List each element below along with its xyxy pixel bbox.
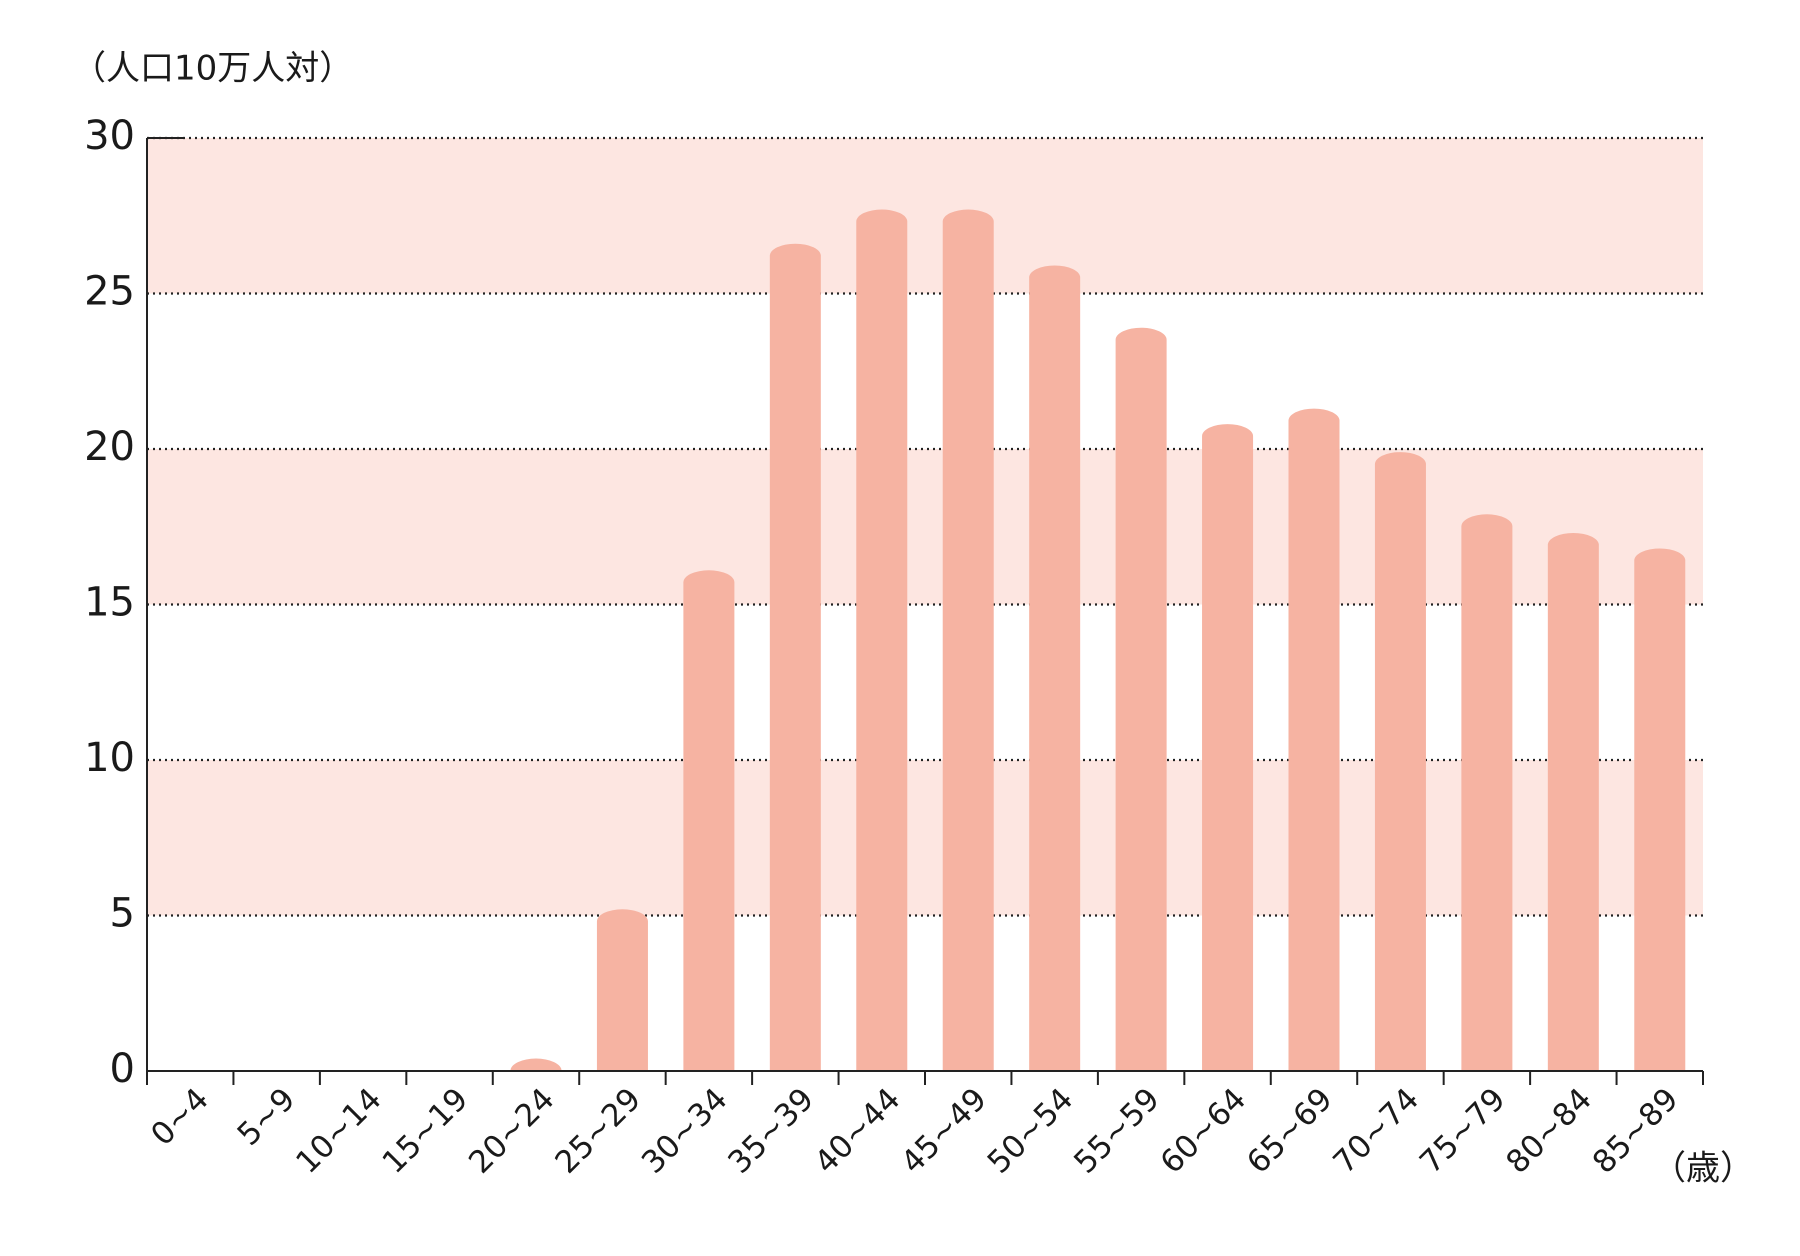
bar xyxy=(1288,408,1340,1071)
bar xyxy=(1634,548,1686,1071)
y-axis-label: （人口10万人対） xyxy=(72,49,353,89)
x-tick-label: 80~84 xyxy=(1499,1081,1599,1181)
bar xyxy=(1115,327,1167,1072)
x-tick-label: 10~14 xyxy=(289,1081,389,1181)
x-tick-label: 15~19 xyxy=(376,1081,476,1181)
bar xyxy=(596,909,648,1071)
bar xyxy=(1461,514,1513,1071)
x-tick-label: 60~64 xyxy=(1154,1081,1254,1181)
x-tick-label: 50~54 xyxy=(981,1081,1081,1181)
y-tick-label: 5 xyxy=(110,891,135,937)
bar xyxy=(942,209,994,1071)
x-tick-label: 30~34 xyxy=(635,1081,735,1181)
x-tick-label: 65~69 xyxy=(1240,1081,1340,1181)
y-tick-label: 25 xyxy=(84,269,135,315)
bar xyxy=(769,243,821,1072)
bar xyxy=(1374,452,1426,1072)
x-tick-label: 25~29 xyxy=(548,1081,648,1181)
band xyxy=(147,138,1703,294)
bar xyxy=(1029,265,1081,1071)
y-tick-label: 30 xyxy=(84,113,135,159)
bar xyxy=(683,570,735,1071)
y-tick-label: 20 xyxy=(84,424,135,470)
x-tick-label: 20~24 xyxy=(462,1081,562,1181)
bar xyxy=(510,1058,562,1071)
x-tick-label: 55~59 xyxy=(1067,1081,1167,1181)
x-axis-label: （歳） xyxy=(1652,1149,1754,1189)
bands xyxy=(147,138,1703,916)
x-tick-label: 40~44 xyxy=(808,1081,908,1181)
x-tick-label: 5~9 xyxy=(231,1081,303,1153)
x-tick-label: 45~49 xyxy=(894,1081,994,1181)
x-tick-label: 35~39 xyxy=(721,1081,821,1181)
y-tick-label: 15 xyxy=(84,580,135,626)
bar xyxy=(1547,532,1599,1071)
x-tick-label: 75~79 xyxy=(1413,1081,1513,1181)
band xyxy=(147,449,1703,605)
x-tick-label: 70~74 xyxy=(1326,1081,1426,1181)
bar xyxy=(1202,424,1254,1071)
band xyxy=(147,760,1703,916)
bar xyxy=(856,209,908,1071)
y-tick-label: 0 xyxy=(110,1046,135,1092)
x-tick-label: 0~4 xyxy=(144,1081,216,1153)
y-tick-label: 10 xyxy=(84,735,135,781)
